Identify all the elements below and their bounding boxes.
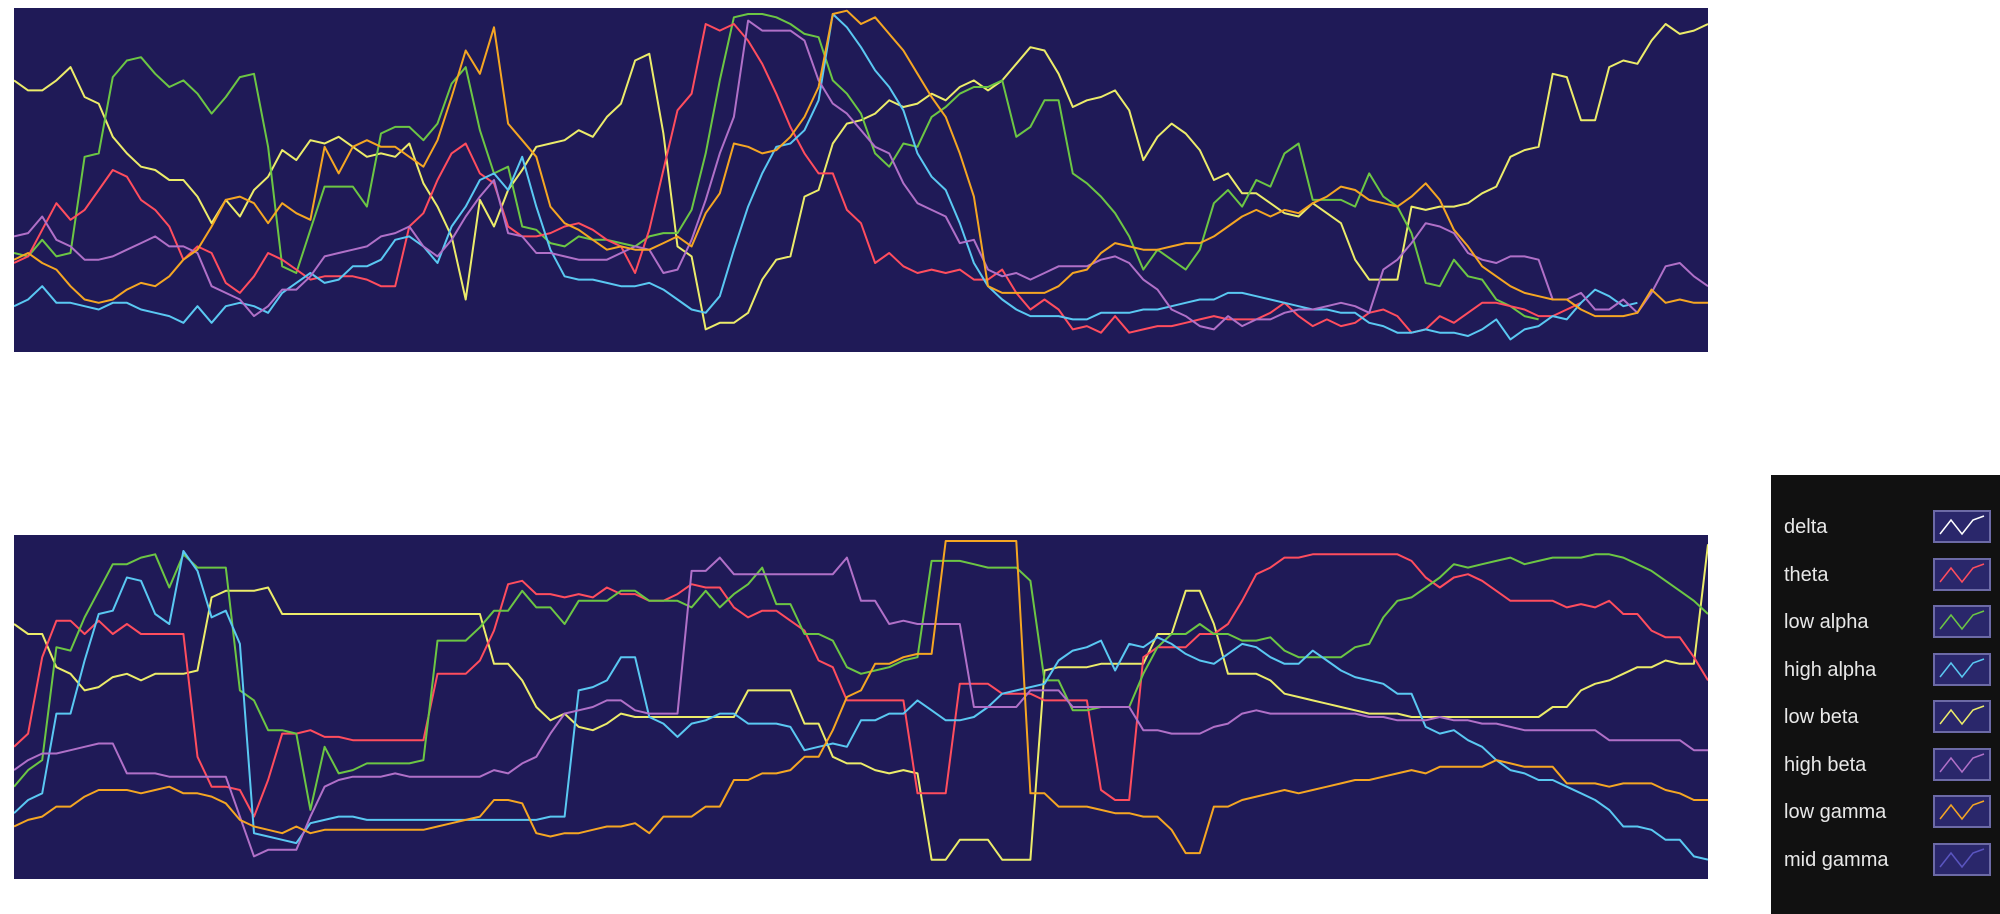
top-chart — [14, 9, 1708, 341]
bottom-chart — [14, 540, 1708, 861]
top-chart-series-low-alpha — [14, 13, 1539, 321]
legend-item-low-gamma[interactable]: low gamma — [1784, 795, 1994, 829]
swatch-line-icon — [1939, 563, 1985, 584]
top-chart-panel — [14, 8, 1708, 352]
legend-label-high-beta: high beta — [1784, 754, 1867, 776]
legend-swatch-low-beta[interactable] — [1933, 700, 1991, 733]
legend-swatch-high-alpha[interactable] — [1933, 653, 1991, 686]
swatch-line — [1939, 658, 1985, 679]
swatch-line — [1939, 610, 1985, 631]
top-chart-series-low-beta — [14, 23, 1708, 331]
legend-item-high-alpha[interactable]: high alpha — [1784, 653, 1994, 687]
legend-item-theta[interactable]: theta — [1784, 558, 1994, 592]
top-chart-series-high-beta — [14, 19, 1708, 331]
swatch-line — [1939, 848, 1985, 869]
legend-item-high-beta[interactable]: high beta — [1784, 748, 1994, 782]
bottom-chart-panel — [14, 535, 1708, 879]
legend-item-low-alpha[interactable]: low alpha — [1784, 605, 1994, 639]
legend-item-delta[interactable]: delta — [1784, 510, 1994, 544]
swatch-line — [1939, 705, 1985, 726]
bottom-chart-series-low-gamma — [14, 540, 1708, 855]
swatch-line-icon — [1939, 515, 1985, 536]
legend-label-delta: delta — [1784, 516, 1828, 538]
swatch-line — [1939, 515, 1985, 536]
legend-label-theta: theta — [1784, 564, 1829, 586]
legend-item-mid-gamma[interactable]: mid gamma — [1784, 843, 1994, 877]
legend-swatch-low-gamma[interactable] — [1933, 795, 1991, 828]
legend-swatch-mid-gamma[interactable] — [1933, 843, 1991, 876]
bottom-chart-series-high-alpha — [14, 550, 1708, 861]
swatch-line-icon — [1939, 658, 1985, 679]
legend-label-mid-gamma: mid gamma — [1784, 849, 1889, 871]
swatch-line — [1939, 753, 1985, 774]
swatch-line-icon — [1939, 800, 1985, 821]
swatch-line — [1939, 800, 1985, 821]
swatch-line-icon — [1939, 753, 1985, 774]
legend-swatch-high-beta[interactable] — [1933, 748, 1991, 781]
legend-swatch-low-alpha[interactable] — [1933, 605, 1991, 638]
legend-panel: delta theta low alpha high alpha low bet… — [1771, 475, 2000, 914]
bottom-chart-series-high-beta — [14, 556, 1708, 858]
bottom-chart-series-theta — [14, 553, 1708, 818]
legend-swatch-delta[interactable] — [1933, 510, 1991, 543]
bottom-chart-series-low-alpha — [14, 553, 1708, 811]
legend-label-low-alpha: low alpha — [1784, 611, 1869, 633]
legend-swatch-theta[interactable] — [1933, 558, 1991, 591]
top-chart-series-low-gamma — [14, 9, 1708, 318]
top-chart-series-high-alpha — [14, 13, 1638, 341]
swatch-line-icon — [1939, 610, 1985, 631]
legend-label-high-alpha: high alpha — [1784, 659, 1877, 681]
legend-label-low-beta: low beta — [1784, 706, 1859, 728]
legend-item-low-beta[interactable]: low beta — [1784, 700, 1994, 734]
bottom-chart-series-low-beta — [14, 544, 1708, 861]
top-chart-series-theta — [14, 23, 1582, 334]
legend-label-low-gamma: low gamma — [1784, 801, 1887, 823]
swatch-line — [1939, 563, 1985, 584]
swatch-line-icon — [1939, 705, 1985, 726]
swatch-line-icon — [1939, 848, 1985, 869]
